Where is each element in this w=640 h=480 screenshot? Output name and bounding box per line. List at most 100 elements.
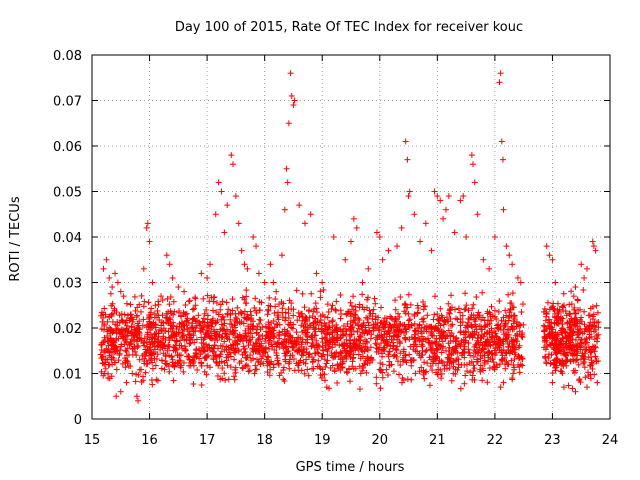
data-point: [244, 354, 251, 361]
data-point: [147, 357, 154, 364]
data-point: [104, 338, 111, 345]
data-point: [113, 393, 120, 400]
data-point: [470, 301, 477, 308]
data-point: [328, 329, 335, 336]
data-point: [189, 306, 196, 313]
data-point: [335, 365, 342, 372]
data-point: [511, 345, 518, 352]
data-point: [379, 334, 386, 341]
data-point: [305, 372, 312, 379]
data-point: [101, 322, 108, 329]
data-point: [492, 345, 499, 352]
data-point: [310, 308, 317, 315]
data-point: [266, 372, 273, 379]
data-point: [176, 342, 183, 349]
data-point: [563, 338, 570, 345]
data-point: [546, 330, 553, 337]
data-point: [358, 323, 365, 330]
data-point: [354, 321, 361, 328]
data-point: [361, 348, 368, 355]
data-point: [592, 247, 599, 254]
data-point: [460, 336, 467, 343]
data-point: [292, 347, 299, 354]
data-point: [153, 376, 160, 383]
data-point: [357, 337, 364, 344]
data-point: [470, 331, 477, 338]
data-point: [492, 332, 499, 339]
data-point: [184, 315, 191, 322]
data-point: [234, 315, 241, 322]
data-point: [267, 329, 274, 336]
data-point: [221, 338, 228, 345]
data-point: [491, 352, 498, 359]
data-point: [420, 318, 427, 325]
data-point: [210, 345, 217, 352]
data-point: [485, 349, 492, 356]
data-point: [429, 360, 436, 367]
data-point: [581, 321, 588, 328]
data-point: [231, 373, 238, 380]
data-point: [560, 384, 567, 391]
data-point: [182, 302, 189, 309]
data-point: [450, 358, 457, 365]
data-point: [446, 344, 453, 351]
data-point: [149, 341, 156, 348]
data-point: [593, 319, 600, 326]
data-point: [570, 293, 577, 300]
data-point: [109, 300, 116, 307]
data-point: [449, 345, 456, 352]
data-point: [331, 367, 338, 374]
data-point: [112, 343, 119, 350]
data-point: [151, 355, 158, 362]
x-tick-label: 22: [487, 433, 504, 448]
data-point: [284, 328, 291, 335]
data-point: [183, 322, 190, 329]
data-point: [218, 188, 225, 195]
data-point: [462, 290, 469, 297]
data-point: [457, 316, 464, 323]
data-point: [257, 317, 264, 324]
data-point: [552, 314, 559, 321]
data-point: [555, 315, 562, 322]
data-point: [274, 340, 281, 347]
data-point: [155, 342, 162, 349]
data-point: [319, 366, 326, 373]
data-point: [511, 366, 518, 373]
data-point: [572, 284, 579, 291]
data-point: [457, 197, 464, 204]
data-point: [255, 331, 262, 338]
data-point: [489, 313, 496, 320]
data-point: [408, 357, 415, 364]
data-point: [321, 377, 328, 384]
data-point: [266, 361, 273, 368]
data-point: [391, 321, 398, 328]
data-point: [420, 335, 427, 342]
data-point: [164, 315, 171, 322]
data-point: [501, 323, 508, 330]
data-point: [468, 323, 475, 330]
data-point: [505, 291, 512, 298]
data-point: [204, 312, 211, 319]
data-point: [234, 304, 241, 311]
data-point: [563, 352, 570, 359]
data-point: [261, 279, 268, 286]
data-point: [565, 382, 572, 389]
data-point: [422, 348, 429, 355]
data-point: [225, 306, 232, 313]
data-point: [316, 363, 323, 370]
data-point: [316, 343, 323, 350]
data-point: [175, 308, 182, 315]
data-point: [108, 354, 115, 361]
data-point: [192, 349, 199, 356]
data-point: [198, 347, 205, 354]
data-point: [559, 335, 566, 342]
data-point: [164, 295, 171, 302]
data-point: [117, 388, 124, 395]
data-point: [564, 349, 571, 356]
data-point: [473, 294, 480, 301]
data-point: [499, 338, 506, 345]
data-point: [310, 320, 317, 327]
data-point: [477, 352, 484, 359]
data-point: [235, 348, 242, 355]
data-point: [243, 287, 250, 294]
